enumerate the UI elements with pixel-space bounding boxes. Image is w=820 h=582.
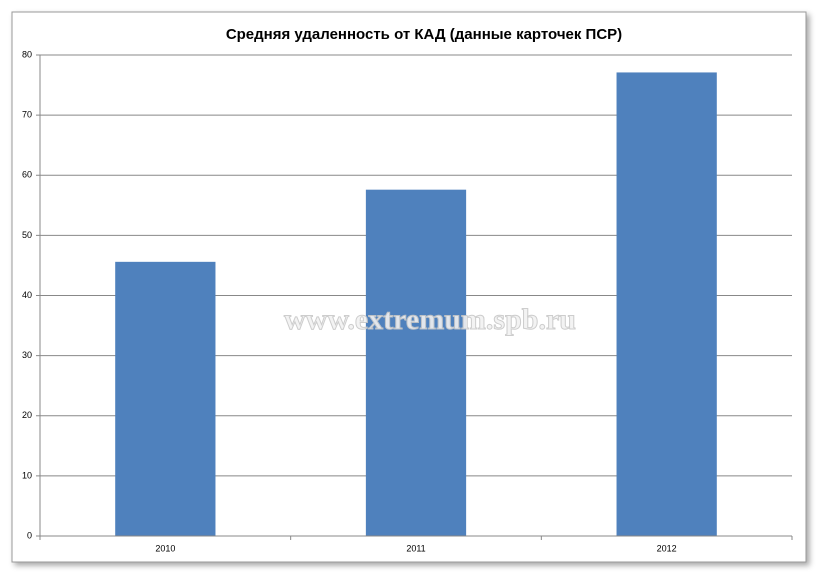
bar xyxy=(115,261,216,536)
y-tick-label: 70 xyxy=(22,110,32,120)
x-tick-label: 2011 xyxy=(406,543,425,553)
chart-title: Средняя удаленность от КАД (данные карто… xyxy=(226,26,622,43)
y-tick-label: 40 xyxy=(22,290,32,300)
y-tick-label: 80 xyxy=(22,49,32,59)
y-tick-label: 0 xyxy=(27,530,32,540)
y-tick-label: 20 xyxy=(22,410,32,420)
x-tick-label: 2010 xyxy=(155,543,175,553)
bar xyxy=(616,72,717,536)
watermark: www.extremum.spb.ru xyxy=(284,303,576,336)
y-tick-label: 60 xyxy=(22,170,32,180)
y-tick-label: 50 xyxy=(22,230,32,240)
x-tick-label: 2012 xyxy=(657,543,677,553)
y-tick-label: 10 xyxy=(22,470,32,480)
y-tick-label: 30 xyxy=(22,350,32,360)
bar xyxy=(365,189,467,536)
